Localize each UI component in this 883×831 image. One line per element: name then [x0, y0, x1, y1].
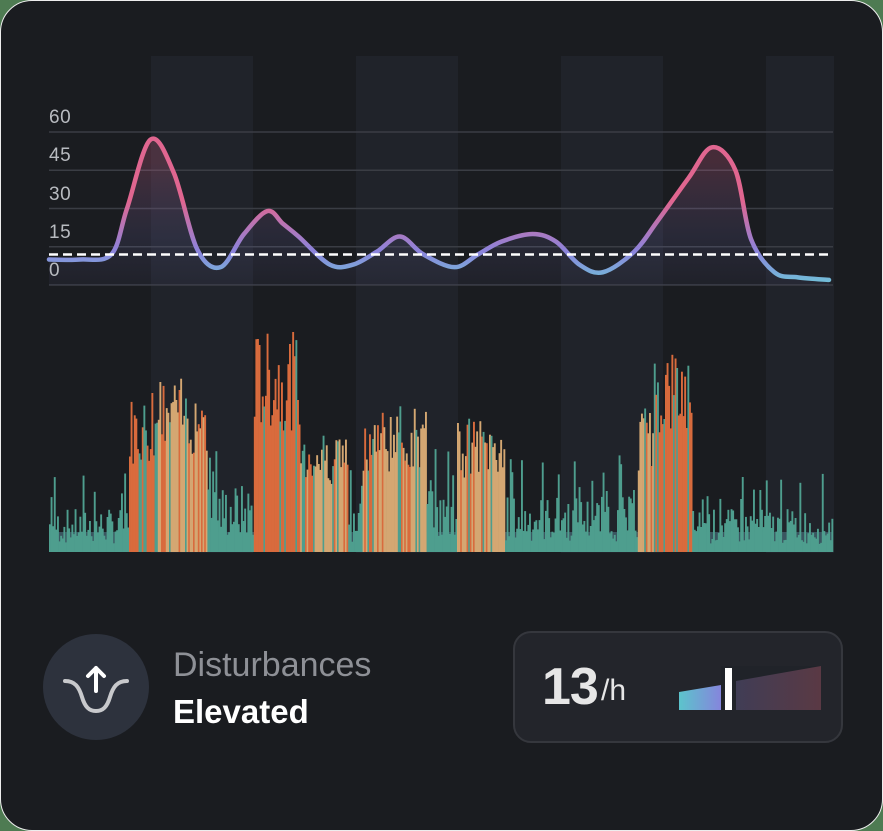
time-band [766, 56, 834, 553]
y-tick-label: 30 [49, 183, 72, 205]
metric-status: Elevated [173, 693, 309, 730]
meter-filled [679, 685, 721, 710]
disturbance-icon-badge [43, 634, 149, 740]
y-tick-label: 0 [49, 260, 61, 281]
disturbance-line [46, 136, 832, 283]
range-meter [679, 666, 821, 710]
disturbance-chart [46, 131, 834, 552]
meter-marker [725, 668, 732, 710]
y-tick-label: 15 [49, 221, 72, 243]
meter-remaining [736, 666, 821, 710]
rate-value: 13 [542, 658, 599, 716]
metric-title: Disturbances [173, 646, 372, 684]
rate-unit: /h [601, 674, 627, 707]
y-tick-label: 60 [49, 107, 72, 128]
activity-bars [49, 332, 834, 552]
line-area-fill [49, 138, 829, 285]
disturbance-arrow-up-icon [63, 666, 129, 714]
y-tick-label: 45 [49, 145, 72, 167]
